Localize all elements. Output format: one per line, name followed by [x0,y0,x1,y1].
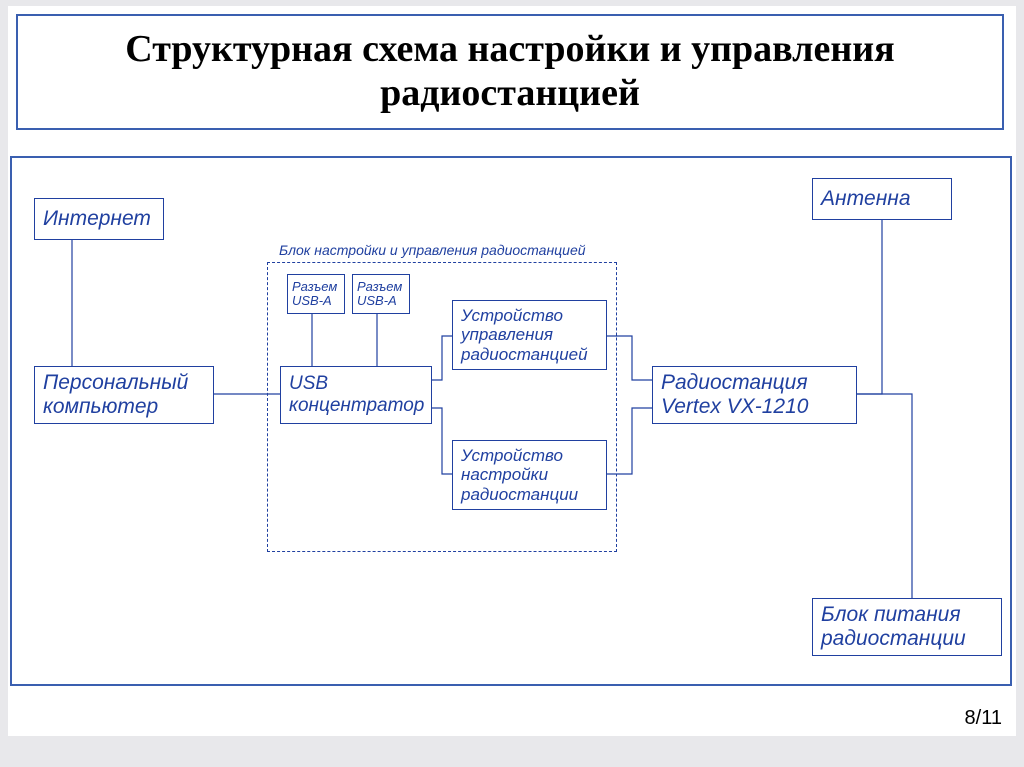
page-title: Структурная схема настройки и управления… [18,28,1002,115]
title-frame: Структурная схема настройки и управления… [16,14,1004,130]
page-number: 8/11 [965,707,1002,730]
node-usb-hub: USB концентратор [280,366,432,424]
node-psu: Блок питания радиостанции [812,598,1002,656]
node-pc: Персональный компьютер [34,366,214,424]
slide: Структурная схема настройки и управления… [8,6,1016,736]
node-dev-setup: Устройство настройки радиостанции [452,440,607,510]
node-antenna: Антенна [812,178,952,220]
node-usb-a2: Разъем USB-A [352,274,410,314]
node-internet: Интернет [34,198,164,240]
node-usb-a1: Разъем USB-A [287,274,345,314]
diagram-frame: Блок настройки и управления радиостанцие… [10,156,1012,686]
node-radio: Радиостанция Vertex VX-1210 [652,366,857,424]
diagram-area: Блок настройки и управления радиостанцие… [12,158,1010,684]
node-dev-ctrl: Устройство управления радиостанцией [452,300,607,370]
control-block-label: Блок настройки и управления радиостанцие… [279,242,586,258]
